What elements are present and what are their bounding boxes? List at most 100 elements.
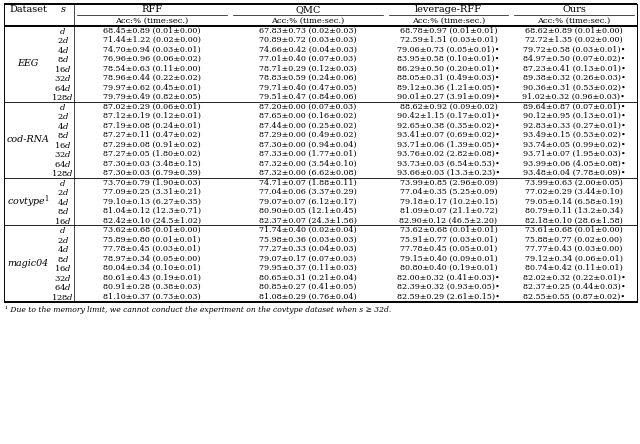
Text: Ours: Ours [562, 5, 586, 15]
Text: 82.37±0.07 (24.3±1.56): 82.37±0.07 (24.3±1.56) [259, 217, 357, 225]
Text: ¹ Due to the memory limit, we cannot conduct the experiment on the covtype datas: ¹ Due to the memory limit, we cannot con… [5, 305, 391, 313]
Text: 79.06±0.73 (0.05±0.01)•: 79.06±0.73 (0.05±0.01)• [397, 46, 500, 54]
Text: leverage-RFF: leverage-RFF [415, 5, 482, 15]
Text: 68.45±0.89 (0.01±0.00): 68.45±0.89 (0.01±0.00) [103, 27, 201, 35]
Text: 74.66±0.42 (0.04±0.03): 74.66±0.42 (0.04±0.03) [259, 46, 357, 54]
Text: $32d$: $32d$ [54, 149, 72, 159]
Text: 73.62±0.68 (0.01±0.00): 73.62±0.68 (0.01±0.00) [103, 226, 201, 234]
Text: 93.71±0.06 (1.39±0.05)•: 93.71±0.06 (1.39±0.05)• [397, 141, 500, 149]
Text: 81.04±0.12 (12.3±0.71): 81.04±0.12 (12.3±0.71) [103, 207, 201, 215]
Text: 87.33±0.00 (1.77±0.01): 87.33±0.00 (1.77±0.01) [259, 150, 357, 158]
Text: 73.99±0.63 (2.00±0.05): 73.99±0.63 (2.00±0.05) [525, 179, 623, 187]
Text: 81.09±0.07 (21.1±0.72): 81.09±0.07 (21.1±0.72) [399, 207, 497, 215]
Text: 89.38±0.32 (0.26±0.03)•: 89.38±0.32 (0.26±0.03)• [523, 74, 625, 82]
Text: 77.09±0.25 (3.31±0.21): 77.09±0.25 (3.31±0.21) [103, 188, 201, 196]
Text: 73.62±0.68 (0.01±0.01): 73.62±0.68 (0.01±0.01) [399, 226, 497, 234]
Text: $16d$: $16d$ [54, 216, 72, 226]
Text: 82.59±0.29 (2.61±0.15)•: 82.59±0.29 (2.61±0.15)• [397, 293, 500, 301]
Text: 76.96±0.96 (0.06±0.02): 76.96±0.96 (0.06±0.02) [103, 55, 201, 63]
Text: EEG: EEG [17, 59, 38, 68]
Text: cod-RNA: cod-RNA [6, 135, 49, 144]
Text: 82.00±0.32 (0.41±0.03)•: 82.00±0.32 (0.41±0.03)• [397, 274, 500, 282]
Text: $32d$: $32d$ [54, 73, 72, 83]
Text: 78.71±0.29 (0.12±0.03): 78.71±0.29 (0.12±0.03) [259, 65, 357, 73]
Text: 80.61±0.43 (0.19±0.01): 80.61±0.43 (0.19±0.01) [103, 274, 201, 282]
Text: 77.27±0.33 (0.04±0.03): 77.27±0.33 (0.04±0.03) [259, 245, 357, 253]
Text: Acc:% (time:sec.): Acc:% (time:sec.) [115, 17, 189, 25]
Text: 79.10±0.13 (6.27±0.35): 79.10±0.13 (6.27±0.35) [103, 198, 201, 206]
Text: 80.91±0.28 (0.38±0.03): 80.91±0.28 (0.38±0.03) [103, 283, 201, 291]
Text: 87.29±0.08 (0.91±0.02): 87.29±0.08 (0.91±0.02) [103, 141, 201, 149]
Text: 90.42±1.15 (0.17±0.01)•: 90.42±1.15 (0.17±0.01)• [397, 112, 500, 120]
Text: 93.66±0.03 (13.3±0.23)•: 93.66±0.03 (13.3±0.23)• [397, 169, 500, 177]
Text: 87.27±0.11 (0.47±0.02): 87.27±0.11 (0.47±0.02) [103, 131, 201, 139]
Text: $128d$: $128d$ [51, 92, 74, 102]
Text: 80.79±0.11 (13.2±0.34): 80.79±0.11 (13.2±0.34) [525, 207, 623, 215]
Text: 87.27±0.05 (1.80±0.02): 87.27±0.05 (1.80±0.02) [103, 150, 201, 158]
Text: 88.05±0.31 (0.49±0.03)•: 88.05±0.31 (0.49±0.03)• [397, 74, 500, 82]
Text: 87.02±0.29 (0.06±0.01): 87.02±0.29 (0.06±0.01) [103, 103, 201, 111]
Text: $8d$: $8d$ [57, 206, 69, 216]
Text: 78.54±0.63 (0.11±0.00): 78.54±0.63 (0.11±0.00) [103, 65, 201, 73]
Text: 80.90±0.05 (12.1±0.45): 80.90±0.05 (12.1±0.45) [259, 207, 357, 215]
Text: 82.02±0.32 (0.22±0.01)•: 82.02±0.32 (0.22±0.01)• [523, 274, 625, 282]
Text: Acc:% (time:sec.): Acc:% (time:sec.) [538, 17, 611, 25]
Text: 71.74±0.40 (0.02±0.04): 71.74±0.40 (0.02±0.04) [259, 226, 357, 234]
Text: 86.29±0.50 (0.20±0.01)•: 86.29±0.50 (0.20±0.01)• [397, 65, 500, 73]
Text: $64d$: $64d$ [54, 83, 72, 93]
Text: 78.96±0.44 (0.22±0.02): 78.96±0.44 (0.22±0.02) [103, 74, 201, 82]
Text: 90.12±0.95 (0.13±0.01)•: 90.12±0.95 (0.13±0.01)• [523, 112, 625, 120]
Text: $16d$: $16d$ [54, 263, 72, 273]
Text: $d$: $d$ [60, 102, 67, 112]
Text: 83.95±0.58 (0.10±0.01)•: 83.95±0.58 (0.10±0.01)• [397, 55, 500, 63]
Text: $4d$: $4d$ [57, 244, 69, 254]
Text: 70.89±0.72 (0.03±0.03): 70.89±0.72 (0.03±0.03) [259, 36, 357, 44]
Text: 80.85±0.27 (0.41±0.05): 80.85±0.27 (0.41±0.05) [259, 283, 356, 291]
Text: 91.02±0.32 (0.96±0.03)•: 91.02±0.32 (0.96±0.03)• [522, 93, 625, 101]
Text: 93.99±0.06 (4.05±0.08)•: 93.99±0.06 (4.05±0.08)• [523, 160, 625, 168]
Text: 80.74±0.42 (0.11±0.01): 80.74±0.42 (0.11±0.01) [525, 264, 623, 272]
Text: $8d$: $8d$ [57, 54, 69, 64]
Text: 82.39±0.32 (0.93±0.05)•: 82.39±0.32 (0.93±0.05)• [397, 283, 500, 291]
Text: 79.12±0.34 (0.06±0.01): 79.12±0.34 (0.06±0.01) [525, 255, 623, 263]
Text: 87.20±0.00 (0.07±0.03): 87.20±0.00 (0.07±0.03) [259, 103, 356, 111]
Text: 87.12±0.19 (0.12±0.01): 87.12±0.19 (0.12±0.01) [103, 112, 201, 120]
Text: 68.78±0.97 (0.01±0.01): 68.78±0.97 (0.01±0.01) [400, 27, 497, 35]
Text: 82.37±0.25 (0.44±0.03)•: 82.37±0.25 (0.44±0.03)• [523, 283, 625, 291]
Text: 74.71±0.07 (1.88±0.11): 74.71±0.07 (1.88±0.11) [259, 179, 357, 187]
Text: $128d$: $128d$ [51, 292, 74, 302]
Text: magic04: magic04 [8, 259, 49, 268]
Text: 67.83±0.73 (0.02±0.03): 67.83±0.73 (0.02±0.03) [259, 27, 357, 35]
Text: 75.91±0.77 (0.03±0.01): 75.91±0.77 (0.03±0.01) [400, 236, 497, 244]
Text: 93.49±0.15 (0.53±0.02)•: 93.49±0.15 (0.53±0.02)• [523, 131, 625, 139]
Text: $2d$: $2d$ [57, 35, 69, 45]
Text: 89.12±0.36 (1.21±0.05)•: 89.12±0.36 (1.21±0.05)• [397, 84, 500, 92]
Text: $16d$: $16d$ [54, 64, 72, 74]
Text: 79.07±0.07 (6.12±0.17): 79.07±0.07 (6.12±0.17) [259, 198, 357, 206]
Text: 88.62±0.92 (0.09±0.02): 88.62±0.92 (0.09±0.02) [399, 103, 497, 111]
Text: 82.42±0.10 (24.5±1.02): 82.42±0.10 (24.5±1.02) [103, 217, 201, 225]
Text: 92.65±0.38 (0.35±0.02)•: 92.65±0.38 (0.35±0.02)• [397, 122, 500, 130]
Text: 79.72±0.58 (0.03±0.01)•: 79.72±0.58 (0.03±0.01)• [523, 46, 625, 54]
Text: 77.78±0.45 (0.03±0.01): 77.78±0.45 (0.03±0.01) [103, 245, 201, 253]
Text: 80.80±0.40 (0.19±0.01): 80.80±0.40 (0.19±0.01) [400, 264, 497, 272]
Text: 80.65±0.31 (0.21±0.04): 80.65±0.31 (0.21±0.04) [259, 274, 357, 282]
Text: 89.64±0.87 (0.07±0.01)•: 89.64±0.87 (0.07±0.01)• [523, 103, 625, 111]
Text: $4d$: $4d$ [57, 121, 69, 131]
Text: 77.02±0.29 (3.44±0.10): 77.02±0.29 (3.44±0.10) [525, 188, 623, 196]
Text: 78.83±0.59 (0.24±0.06): 78.83±0.59 (0.24±0.06) [259, 74, 357, 82]
Text: 73.70±0.79 (1.90±0.03): 73.70±0.79 (1.90±0.03) [103, 179, 201, 187]
Text: $d$: $d$ [60, 225, 67, 235]
Text: $128d$: $128d$ [51, 168, 74, 178]
Text: $16d$: $16d$ [54, 140, 72, 150]
Text: 79.51±0.47 (0.84±0.06): 79.51±0.47 (0.84±0.06) [259, 93, 357, 101]
Text: covtype$^1$: covtype$^1$ [6, 194, 49, 210]
Text: 79.97±0.62 (0.45±0.01): 79.97±0.62 (0.45±0.01) [103, 84, 201, 92]
Text: 74.70±0.94 (0.03±0.01): 74.70±0.94 (0.03±0.01) [103, 46, 201, 54]
Text: 77.77±0.43 (0.03±0.00): 77.77±0.43 (0.03±0.00) [525, 245, 623, 253]
Text: 77.04±0.06 (3.37±0.29): 77.04±0.06 (3.37±0.29) [259, 188, 357, 196]
Text: 87.30±0.03 (6.79±0.39): 87.30±0.03 (6.79±0.39) [103, 169, 201, 177]
Text: 77.78±0.45 (0.05±0.01): 77.78±0.45 (0.05±0.01) [400, 245, 497, 253]
Text: 82.55±0.55 (0.87±0.02)•: 82.55±0.55 (0.87±0.02)• [523, 293, 625, 301]
Text: 79.15±0.40 (0.09±0.01): 79.15±0.40 (0.09±0.01) [399, 255, 497, 263]
